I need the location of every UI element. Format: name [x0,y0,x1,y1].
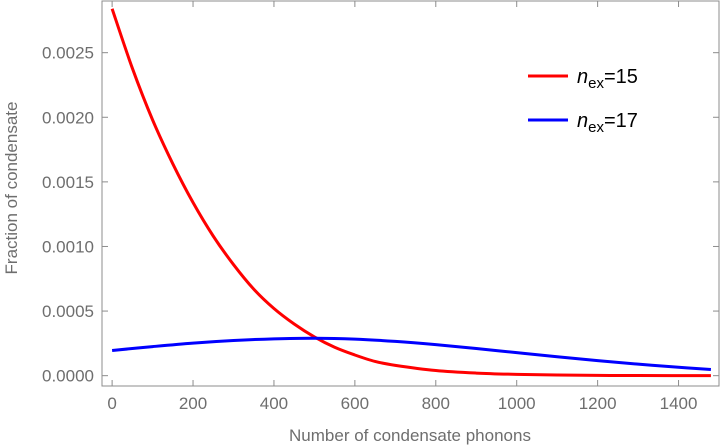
y-tick-label: 0.0025 [42,44,94,63]
series-layer [110,8,712,378]
y-tick-label: 0.0010 [42,237,94,256]
x-axis-label: Number of condensate phonons [289,426,531,445]
x-tick-label: 0 [107,394,116,413]
y-axis-ticks: 0.0000 0.0005 0.0010 0.0015 0.0020 0.0025 [42,44,719,386]
legend-label: nex=17 [577,110,638,136]
legend-label: nex=15 [577,66,638,92]
y-axis-label: Fraction of condensate [2,102,21,275]
y-tick-label: 0.0005 [42,302,94,321]
y-tick-label: 0.0000 [42,367,94,386]
x-tick-label: 1000 [498,394,536,413]
series-line-15 [110,8,711,378]
y-tick-label: 0.0020 [42,108,94,127]
x-tick-label: 1400 [660,394,698,413]
x-axis-ticks: 0 200 400 600 800 1000 1200 1400 [107,1,697,413]
x-tick-label: 400 [260,394,288,413]
x-tick-label: 200 [179,394,207,413]
x-tick-label: 800 [422,394,450,413]
x-tick-label: 600 [341,394,369,413]
plot-frame [101,0,720,387]
x-tick-label: 1200 [579,394,617,413]
legend: nex=15 nex=17 [528,66,638,136]
y-tick-label: 0.0015 [42,173,94,192]
series-line-17 [111,336,712,371]
